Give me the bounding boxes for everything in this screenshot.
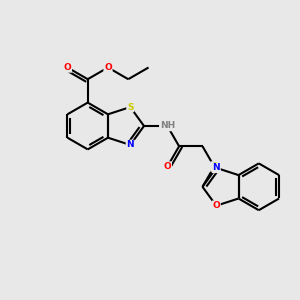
- Text: NH: NH: [160, 122, 175, 130]
- Text: O: O: [64, 63, 71, 72]
- Text: O: O: [212, 201, 220, 210]
- Text: S: S: [211, 162, 217, 171]
- Text: O: O: [104, 63, 112, 72]
- Text: N: N: [212, 164, 220, 172]
- Text: O: O: [164, 162, 171, 171]
- Text: N: N: [126, 140, 134, 149]
- Text: S: S: [127, 103, 134, 112]
